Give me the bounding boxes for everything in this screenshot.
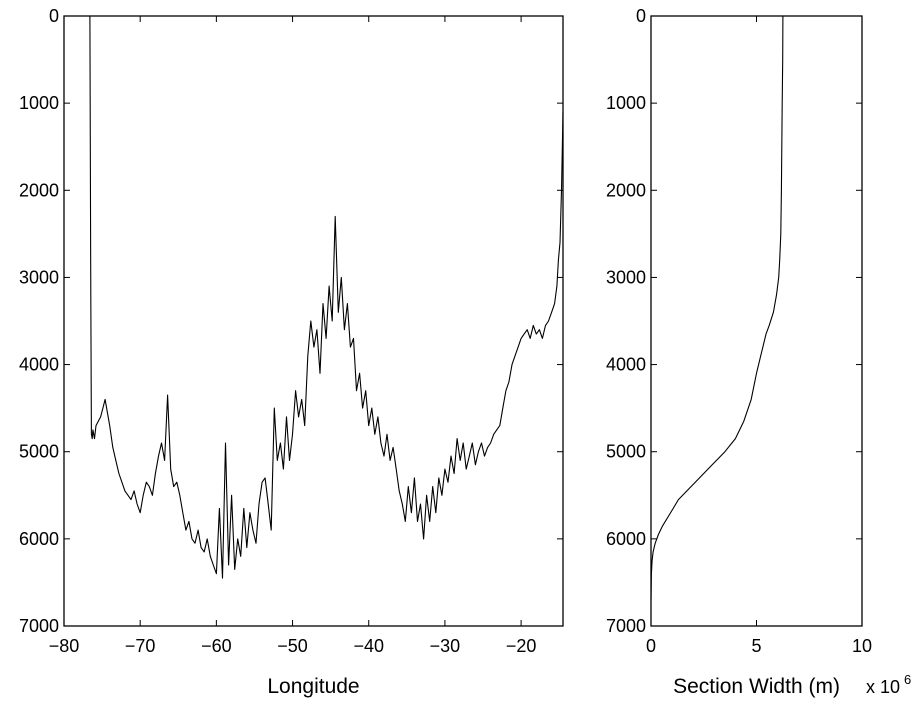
y-tick-label: 0 xyxy=(49,6,59,26)
y-tick-label: 3000 xyxy=(19,267,59,287)
x-tick-label: −30 xyxy=(430,636,461,656)
x-axis-multiplier: x 10 xyxy=(866,677,900,697)
x-axis-title: Longitude xyxy=(267,675,359,698)
y-tick-label: 5000 xyxy=(19,442,59,462)
section-width-plot-frame xyxy=(650,15,863,627)
x-tick-label: 5 xyxy=(751,636,761,656)
y-tick-label: 4000 xyxy=(19,355,59,375)
x-tick-label: 0 xyxy=(646,636,656,656)
x-tick-label: 10 xyxy=(852,636,872,656)
y-tick-label: 2000 xyxy=(606,180,646,200)
bathymetry-panel: 0 1000 2000 3000 4000 5000 6000 7000−80 −70 −60 −5… xyxy=(19,6,564,698)
bathymetry-series-line xyxy=(89,15,564,579)
x-tick-label: −70 xyxy=(125,636,156,656)
x-axis-multiplier-exponent: 6 xyxy=(904,672,911,687)
y-tick-label: 0 xyxy=(636,6,646,26)
x-tick-label: −60 xyxy=(201,636,232,656)
y-tick-label: 6000 xyxy=(606,529,646,549)
y-tick-label: 2000 xyxy=(19,180,59,200)
bathymetry-plot-frame xyxy=(63,15,564,627)
x-tick-label: −20 xyxy=(506,636,537,656)
y-tick-label: 1000 xyxy=(19,93,59,113)
x-tick-label: −50 xyxy=(277,636,308,656)
y-tick-label: 3000 xyxy=(606,267,646,287)
y-tick-label: 6000 xyxy=(19,529,59,549)
y-tick-label: 5000 xyxy=(606,442,646,462)
y-tick-label: 4000 xyxy=(606,355,646,375)
y-tick-label: 7000 xyxy=(19,616,59,636)
x-tick-label: −40 xyxy=(353,636,384,656)
section-width-series-line xyxy=(650,15,784,600)
x-axis-title: Section Width (m) xyxy=(673,675,840,698)
x-tick-label: −80 xyxy=(49,636,80,656)
y-tick-label: 7000 xyxy=(606,616,646,636)
y-tick-label: 1000 xyxy=(606,93,646,113)
